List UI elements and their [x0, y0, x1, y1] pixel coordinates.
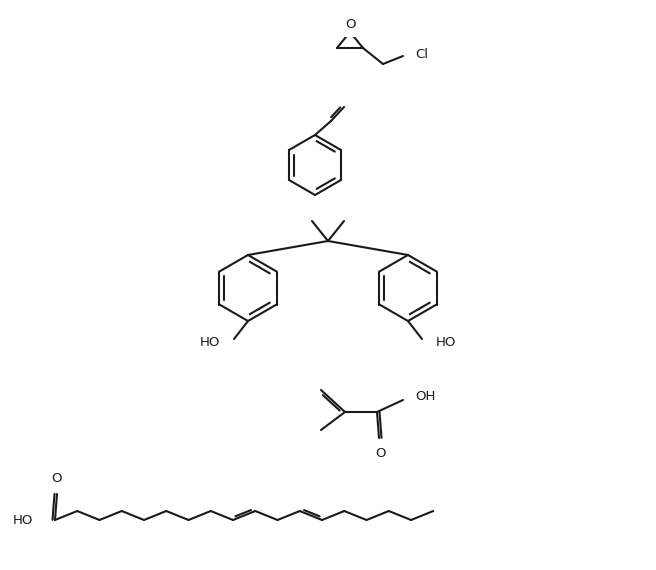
Text: HO: HO [436, 336, 457, 349]
Text: Cl: Cl [415, 47, 428, 60]
Text: OH: OH [415, 390, 436, 404]
Text: O: O [52, 472, 62, 485]
Text: O: O [346, 18, 356, 31]
Text: O: O [375, 447, 385, 460]
Text: HO: HO [12, 514, 33, 527]
Text: HO: HO [199, 336, 220, 349]
